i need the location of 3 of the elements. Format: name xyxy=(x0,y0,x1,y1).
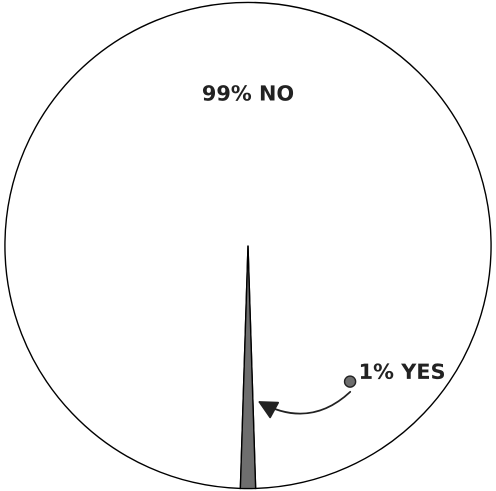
pie-slice xyxy=(4,2,492,490)
legend-label: 1% YES xyxy=(360,363,444,380)
slice-label: 99% NO xyxy=(202,85,294,101)
